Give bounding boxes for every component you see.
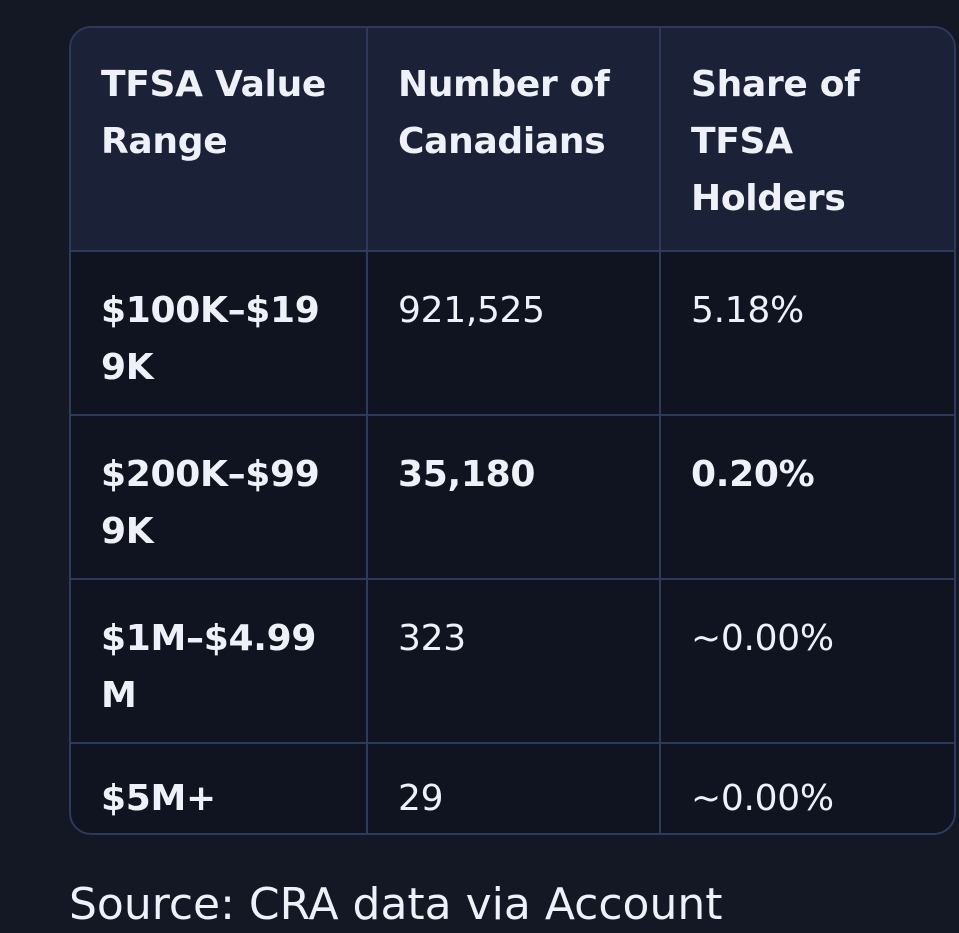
tfsa-table-container: TFSA Value Range Number of Canadians Sha… [69,26,956,835]
cell-share: 0.20% [660,415,954,580]
cell-range: $200K–$999K [71,415,368,580]
cell-count: 921,525 [367,251,661,416]
cell-range: $1M–$4.99M [71,579,368,744]
table-row: $1M–$4.99M 323 ~0.00% [71,579,954,744]
cell-share: ~0.00% [660,579,954,744]
source-caption: Source: CRA data via Account [69,879,723,930]
table-header-row: TFSA Value Range Number of Canadians Sha… [71,28,954,252]
cell-range: $100K–$199K [71,251,368,416]
table-row: $5M+ 29 ~0.00% [71,743,954,833]
table-row: $200K–$999K 35,180 0.20% [71,415,954,580]
cell-count: 29 [367,743,661,833]
tfsa-value-table: TFSA Value Range Number of Canadians Sha… [71,28,954,833]
cell-range: $5M+ [71,743,368,833]
cell-share: ~0.00% [691,778,834,819]
header-share-of-holders: Share of TFSA Holders [660,28,954,252]
header-value-range: TFSA Value Range [71,28,368,252]
header-number-of-canadians: Number of Canadians [367,28,661,252]
table-row: $100K–$199K 921,525 5.18% [71,251,954,416]
cell-share: 5.18% [660,251,954,416]
cell-count: 323 [367,579,661,744]
cell-count: 35,180 [367,415,661,580]
